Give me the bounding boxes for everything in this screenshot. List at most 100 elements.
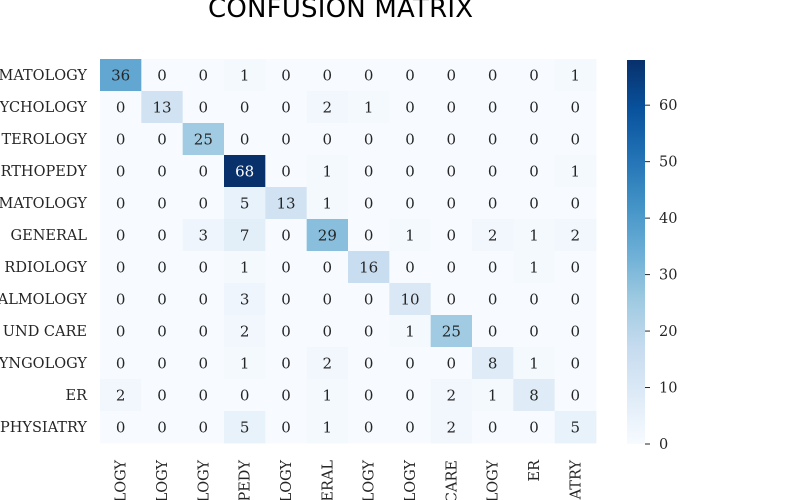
heatmap-cell: [554, 379, 597, 412]
cell-value-label: 10: [400, 291, 419, 309]
heatmap-cell: [513, 315, 556, 348]
heatmap-cell: [306, 283, 349, 316]
heatmap-cell: [348, 411, 390, 444]
cell-value-label: 0: [405, 163, 415, 181]
cell-value-label: 3: [240, 291, 250, 309]
cell-value-label: 0: [157, 323, 167, 341]
cell-value-label: 0: [157, 259, 167, 277]
cell-value-label: 0: [281, 387, 291, 405]
heatmap-cell: [100, 251, 142, 284]
cell-value-label: 0: [571, 355, 581, 373]
heatmap-cell: [100, 91, 142, 124]
heatmap-cell: [554, 91, 597, 124]
heatmap-cell: [513, 59, 556, 92]
heatmap-cell: [224, 379, 266, 412]
heatmap-cell: [348, 91, 390, 124]
heatmap-cell: [306, 187, 349, 220]
heatmap-cell: [100, 219, 142, 252]
cell-value-label: 0: [199, 195, 209, 213]
cell-value-label: 0: [447, 355, 457, 373]
cell-value-label: 1: [529, 355, 539, 373]
cell-value-label: 0: [199, 67, 209, 85]
cell-value-label: 0: [488, 323, 498, 341]
cell-value-label: 0: [405, 355, 415, 373]
cell-value-label: 0: [529, 163, 539, 181]
heatmap-cell: [182, 315, 225, 348]
cell-value-label: 1: [571, 163, 581, 181]
cell-value-label: 0: [571, 131, 581, 149]
heatmap-cell: [389, 123, 432, 156]
cell-value-label: 0: [281, 131, 291, 149]
cell-value-label: 0: [157, 419, 167, 437]
cell-value-label: 5: [571, 419, 581, 437]
heatmap-cell: [141, 59, 184, 92]
heatmap-cell: [182, 123, 225, 156]
cell-value-label: 1: [529, 259, 539, 277]
heatmap-cell: [472, 59, 514, 92]
x-tick-label: ER: [527, 459, 543, 482]
cell-value-label: 0: [364, 67, 374, 85]
heatmap-cell: [265, 187, 308, 220]
cell-value-label: 0: [157, 355, 167, 373]
heatmap-cell: [224, 347, 266, 380]
cell-value-label: 0: [157, 291, 167, 309]
heatmap-cell: [182, 219, 225, 252]
heatmap-cell: [265, 219, 308, 252]
heatmap-cells: [100, 59, 597, 444]
heatmap-cell: [430, 283, 473, 316]
heatmap-cell: [182, 91, 225, 124]
heatmap-cell: [182, 251, 225, 284]
cell-value-label: 0: [281, 99, 291, 117]
cell-value-label: 0: [116, 227, 126, 245]
heatmap-cell: [100, 155, 142, 188]
heatmap-cell: [224, 155, 266, 188]
heatmap-cell: [306, 347, 349, 380]
cell-value-label: 0: [116, 323, 126, 341]
y-tick-label: YCHOLOGY: [0, 100, 87, 116]
heatmap-cell: [348, 251, 390, 284]
heatmap-cell: [513, 379, 556, 412]
heatmap-cell: [182, 283, 225, 316]
cell-value-label: 13: [152, 99, 171, 117]
heatmap-cell: [389, 315, 432, 348]
cell-value-label: 0: [116, 291, 126, 309]
cell-value-label: 0: [116, 99, 126, 117]
cell-value-label: 8: [529, 387, 539, 405]
cell-value-label: 1: [405, 323, 415, 341]
heatmap-cell: [100, 123, 142, 156]
cell-value-label: 0: [240, 387, 250, 405]
cell-value-label: 0: [199, 323, 209, 341]
colorbar-tick-label: 10: [659, 381, 677, 397]
heatmap-cell: [430, 123, 473, 156]
cell-value-label: 0: [116, 259, 126, 277]
heatmap-cell: [430, 315, 473, 348]
heatmap-cell: [100, 283, 142, 316]
colorbar-tick-label: 30: [659, 268, 677, 284]
cell-value-label: 0: [529, 195, 539, 213]
x-tick-label: IATRY: [568, 460, 584, 500]
cell-value-label: 0: [571, 387, 581, 405]
cell-value-label: 0: [323, 323, 333, 341]
cell-value-label: 0: [447, 131, 457, 149]
cell-value-label: 0: [405, 419, 415, 437]
cell-value-label: 0: [364, 227, 374, 245]
cell-value-label: 0: [447, 67, 457, 85]
cell-value-label: 0: [157, 387, 167, 405]
heatmap-cell: [348, 347, 390, 380]
heatmap-cell: [554, 187, 597, 220]
heatmap-cell: [224, 411, 266, 444]
cell-value-label: 0: [488, 259, 498, 277]
cell-value-label: 0: [571, 195, 581, 213]
heatmap-cell: [348, 187, 390, 220]
cell-value-label: 0: [199, 259, 209, 277]
cell-value-label: 0: [529, 323, 539, 341]
heatmap-cell: [389, 59, 432, 92]
heatmap-cell: [554, 283, 597, 316]
cell-value-label: 0: [240, 99, 250, 117]
cell-value-label: 0: [116, 131, 126, 149]
x-tick-label: LOGY: [403, 460, 419, 500]
heatmap-cell: [306, 411, 349, 444]
cell-value-label: 0: [364, 195, 374, 213]
cell-value-label: 0: [157, 195, 167, 213]
